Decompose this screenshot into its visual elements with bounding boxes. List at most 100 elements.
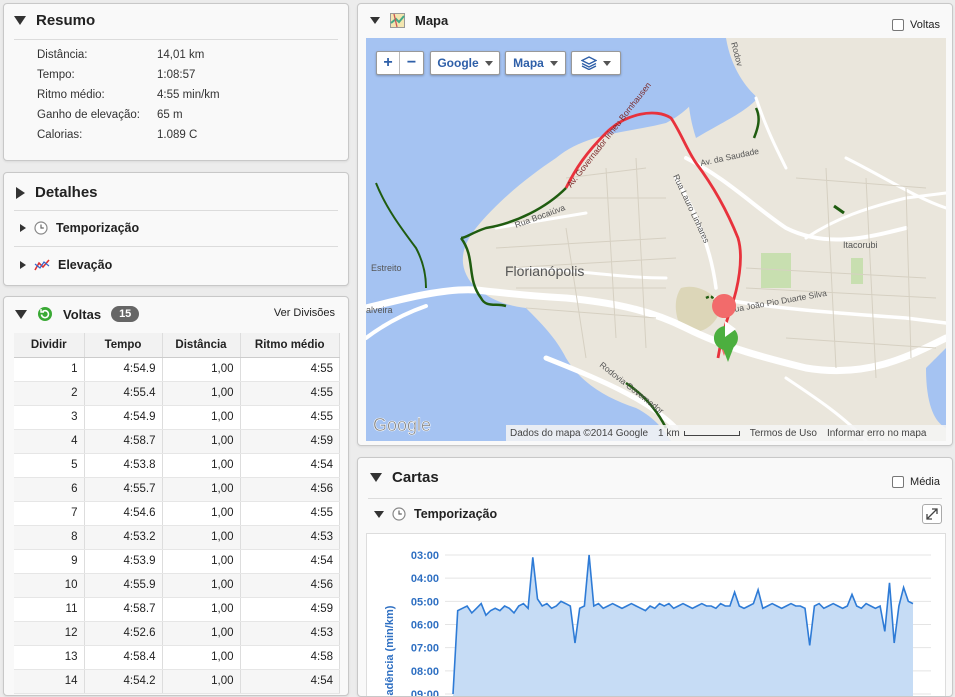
laps-table-body: 1 4:54.9 1,00 4:55 2 4:55.4 1,00 4:55 3 4:54.9 1,0… — [14, 357, 340, 694]
collapse-icon[interactable] — [14, 16, 26, 25]
summary-row-calories: Calorias: 1.089 C — [37, 129, 198, 141]
charts-title: Cartas — [392, 469, 439, 486]
table-row[interactable]: 1 4:54.9 1,00 4:55 — [14, 357, 340, 382]
scale-bar — [683, 430, 740, 436]
table-cell: 4:55.4 — [84, 381, 163, 406]
summary-header[interactable]: Resumo — [14, 12, 95, 29]
table-row[interactable]: 7 4:54.6 1,00 4:55 — [14, 501, 340, 526]
layers-dropdown[interactable] — [571, 51, 621, 75]
table-cell: 4:55 — [240, 357, 340, 382]
details-header[interactable]: Detalhes — [16, 184, 98, 201]
table-cell: 9 — [14, 549, 85, 574]
expand-chart-button[interactable] — [922, 504, 942, 524]
table-cell: 4:55.7 — [84, 477, 163, 502]
map-title: Mapa — [415, 13, 449, 28]
table-cell: 4:58.7 — [84, 597, 163, 622]
table-cell: 1,00 — [162, 477, 241, 502]
table-cell: 1,00 — [162, 573, 241, 598]
y-tick-label: 06:00 — [411, 620, 439, 632]
table-row[interactable]: 9 4:53.9 1,00 4:54 — [14, 549, 340, 574]
timing-chart[interactable]: 03:00 04:00 05:00 06:00 07:00 08:00 09:00 Cadên… — [367, 534, 947, 697]
series-line — [452, 554, 914, 695]
table-row[interactable]: 10 4:55.9 1,00 4:56 — [14, 573, 340, 598]
details-title: Detalhes — [35, 184, 98, 201]
map-label: alveira — [366, 305, 393, 315]
average-toggle[interactable]: Média — [892, 476, 940, 488]
table-row[interactable]: 4 4:58.7 1,00 4:59 — [14, 429, 340, 454]
y-tick-label: 08:00 — [411, 666, 439, 678]
charts-header[interactable]: Cartas — [370, 469, 439, 486]
table-cell: 1,00 — [162, 525, 241, 550]
divider — [368, 498, 942, 499]
start-marker-icon[interactable] — [713, 321, 738, 362]
table-row[interactable]: 12 4:52.6 1,00 4:53 — [14, 621, 340, 646]
table-row[interactable]: 6 4:55.7 1,00 4:56 — [14, 477, 340, 502]
table-row[interactable]: 13 4:58.4 1,00 4:58 — [14, 645, 340, 670]
table-cell: 4:55 — [240, 405, 340, 430]
zoom-out-button[interactable]: − — [406, 54, 417, 71]
table-row[interactable]: 11 4:58.7 1,00 4:59 — [14, 597, 340, 622]
column-header[interactable]: Ritmo médio — [240, 333, 340, 358]
divider — [14, 39, 338, 40]
table-cell: 11 — [14, 597, 85, 622]
divider — [14, 210, 338, 211]
table-cell: 1,00 — [162, 669, 241, 694]
table-row[interactable]: 2 4:55.4 1,00 4:55 — [14, 381, 340, 406]
summary-title: Resumo — [36, 12, 96, 29]
summary-panel: Resumo Distância: 14,01 km Tempo: 1:08:57 … — [3, 3, 349, 161]
column-header[interactable]: Dividir — [14, 333, 85, 358]
map-canvas[interactable]: Florianópolis Estreito Itacorubi alveira… — [366, 38, 946, 441]
collapse-icon[interactable] — [374, 510, 384, 518]
collapse-icon[interactable] — [15, 309, 27, 319]
chart-timing-header[interactable]: Temporização — [374, 507, 497, 521]
chevron-down-icon — [484, 60, 493, 66]
google-logo: Google — [373, 415, 431, 435]
layers-icon — [581, 56, 597, 70]
table-cell: 4:54.6 — [84, 501, 163, 526]
view-splits-link[interactable]: Ver Divisões — [273, 307, 335, 319]
divider — [14, 246, 338, 247]
series-area — [453, 555, 913, 696]
map-type-dropdown[interactable]: Mapa — [505, 51, 566, 75]
table-row[interactable]: 3 4:54.9 1,00 4:55 — [14, 405, 340, 430]
table-cell: 1,00 — [162, 429, 241, 454]
map-svg: Florianópolis Estreito Itacorubi alveira… — [366, 38, 946, 441]
summary-row-pace: Ritmo médio: 4:55 min/km — [37, 89, 220, 101]
laps-table-wrap: Dividir Tempo Distância Ritmo médio 1 4:5… — [14, 333, 340, 694]
laps-header[interactable]: Voltas 15 — [15, 306, 140, 322]
details-panel: Detalhes Temporização Elevação — [3, 172, 349, 286]
map-attribution-bar: Dados do mapa ©2014 Google 1 km Termos d… — [506, 425, 946, 441]
average-checkbox[interactable] — [892, 476, 905, 488]
table-cell: 4:56 — [240, 573, 340, 598]
y-tick-label: 03:00 — [411, 550, 439, 562]
table-cell: 8 — [14, 525, 85, 550]
map-scale: 1 km — [658, 428, 740, 439]
details-item-elevation[interactable]: Elevação — [20, 258, 112, 272]
expand-icon[interactable] — [16, 186, 25, 199]
table-row[interactable]: 8 4:53.2 1,00 4:53 — [14, 525, 340, 550]
table-row[interactable]: 14 4:54.2 1,00 4:54 — [14, 669, 340, 694]
table-row[interactable]: 5 4:53.8 1,00 4:54 — [14, 453, 340, 478]
table-cell: 1,00 — [162, 381, 241, 406]
details-item-timing[interactable]: Temporização — [20, 221, 139, 235]
y-tick-label: 07:00 — [411, 643, 439, 655]
zoom-in-button[interactable]: + — [377, 52, 401, 74]
terms-link[interactable]: Termos de Uso — [749, 427, 817, 439]
report-error-link[interactable]: Informar erro no mapa — [826, 427, 927, 439]
laps-checkbox[interactable] — [892, 19, 905, 31]
column-header[interactable]: Tempo — [84, 333, 163, 358]
collapse-icon[interactable] — [370, 473, 382, 482]
laps-toggle[interactable]: Voltas — [892, 19, 940, 31]
table-cell: 1,00 — [162, 501, 241, 526]
chart-area: 03:00 04:00 05:00 06:00 07:00 08:00 09:00 Cadên… — [366, 533, 947, 697]
table-cell: 5 — [14, 453, 85, 478]
map-header[interactable]: Mapa — [370, 13, 448, 28]
map-label: Estreito — [371, 263, 402, 273]
provider-dropdown[interactable]: Google — [430, 51, 500, 75]
table-cell: 1,00 — [162, 645, 241, 670]
table-cell: 3 — [14, 405, 85, 430]
column-header[interactable]: Distância — [162, 333, 241, 358]
table-cell: 4:55.9 — [84, 573, 163, 598]
collapse-icon[interactable] — [370, 17, 380, 24]
table-cell: 4:54 — [240, 549, 340, 574]
